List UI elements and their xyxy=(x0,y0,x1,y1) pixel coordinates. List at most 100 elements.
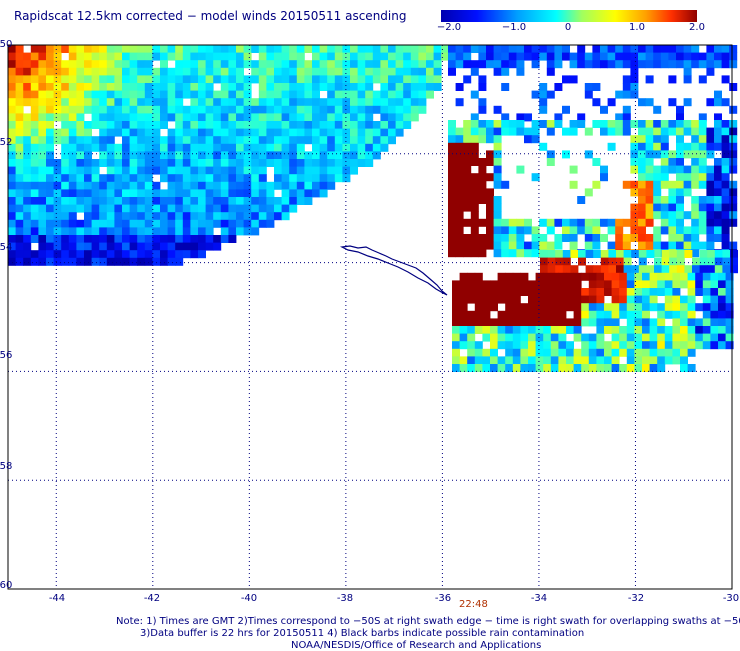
wind-cell xyxy=(508,226,517,235)
wind-cell xyxy=(38,219,47,228)
wind-cell xyxy=(258,219,267,228)
wind-cell xyxy=(714,142,722,151)
wind-cell xyxy=(721,173,730,182)
wind-cell xyxy=(714,265,723,274)
wind-cell xyxy=(512,364,521,372)
wind-cell xyxy=(660,241,669,250)
wind-cell xyxy=(660,165,669,174)
wind-cell xyxy=(528,333,536,342)
wind-cell xyxy=(258,67,267,76)
wind-cell xyxy=(638,203,646,212)
wind-cell xyxy=(152,83,161,91)
wind-cell xyxy=(535,303,544,312)
wind-cell xyxy=(106,67,115,76)
wind-cell xyxy=(395,67,404,76)
wind-cell xyxy=(175,113,184,122)
wind-cell xyxy=(319,166,328,175)
wind-cell xyxy=(573,364,582,372)
wind-cell xyxy=(175,151,184,160)
wind-cell xyxy=(38,45,47,53)
wind-cell xyxy=(653,180,662,189)
wind-cell xyxy=(76,113,85,122)
wind-cell xyxy=(729,142,738,151)
wind-cell xyxy=(30,227,39,236)
wind-cell xyxy=(15,174,24,183)
wind-cell xyxy=(676,60,684,69)
wind-cell xyxy=(592,241,601,250)
wind-cell xyxy=(497,333,506,342)
wind-cell xyxy=(410,113,419,122)
wind-cell xyxy=(114,204,123,213)
wind-cell xyxy=(512,341,521,350)
wind-cell xyxy=(388,121,396,129)
wind-cell xyxy=(350,90,358,99)
wind-cell xyxy=(61,159,70,167)
wind-cell xyxy=(198,250,206,259)
wind-cell xyxy=(566,356,574,365)
wind-cell xyxy=(220,219,229,228)
wind-cell xyxy=(508,52,517,61)
wind-cell xyxy=(68,60,77,69)
wind-cell xyxy=(725,303,734,312)
wind-cell xyxy=(144,181,153,190)
wind-cell xyxy=(76,159,85,167)
wind-cell xyxy=(137,75,146,84)
wind-cell xyxy=(190,227,199,236)
wind-cell xyxy=(630,158,639,166)
wind-cell xyxy=(695,303,704,312)
wind-cell xyxy=(304,60,313,69)
wind-cell xyxy=(645,188,654,197)
wind-cell xyxy=(182,83,191,91)
wind-cell xyxy=(122,75,130,84)
wind-cell xyxy=(319,98,328,107)
wind-cell xyxy=(182,121,191,129)
wind-cell xyxy=(474,288,483,296)
wind-cell xyxy=(645,218,654,227)
wind-cell xyxy=(478,234,487,242)
wind-cell xyxy=(501,45,510,53)
wind-cell xyxy=(251,105,260,114)
wind-cell xyxy=(160,174,168,183)
wind-cell xyxy=(463,158,472,166)
wind-cell xyxy=(312,121,320,129)
wind-cell xyxy=(653,52,662,61)
wind-cell xyxy=(167,98,176,107)
wind-cell xyxy=(372,143,381,152)
wind-cell xyxy=(543,364,552,372)
wind-cell xyxy=(478,241,487,250)
wind-cell xyxy=(68,204,77,213)
wind-cell xyxy=(672,348,681,357)
wind-cell xyxy=(236,159,244,167)
wind-cell xyxy=(478,196,487,204)
wind-cell xyxy=(448,120,456,128)
wind-cell xyxy=(8,219,16,228)
wind-cell xyxy=(535,272,544,281)
wind-cell xyxy=(365,98,374,107)
wind-cell xyxy=(714,173,722,182)
wind-cell xyxy=(531,127,540,136)
wind-cell xyxy=(470,180,479,189)
wind-cell xyxy=(99,212,108,221)
wind-cell xyxy=(365,52,374,61)
wind-cell xyxy=(182,136,191,145)
wind-cell xyxy=(205,151,214,160)
wind-cell xyxy=(596,356,605,365)
wind-cell xyxy=(319,75,328,84)
lon-label: -36 xyxy=(434,593,452,604)
wind-cell xyxy=(672,295,681,304)
wind-cell xyxy=(676,203,684,212)
wind-cell xyxy=(657,280,666,289)
wind-cell xyxy=(478,60,487,69)
wind-cell xyxy=(592,180,601,189)
wind-cell xyxy=(15,257,24,266)
wind-cell xyxy=(642,326,650,334)
wind-cell xyxy=(463,45,472,53)
wind-cell xyxy=(539,218,548,227)
wind-cell xyxy=(38,235,47,243)
wind-cell xyxy=(539,83,548,91)
wind-cell xyxy=(84,121,92,129)
wind-cell xyxy=(357,45,366,53)
wind-cell xyxy=(668,75,677,84)
wind-cell xyxy=(46,143,54,152)
wind-cell xyxy=(554,113,563,122)
